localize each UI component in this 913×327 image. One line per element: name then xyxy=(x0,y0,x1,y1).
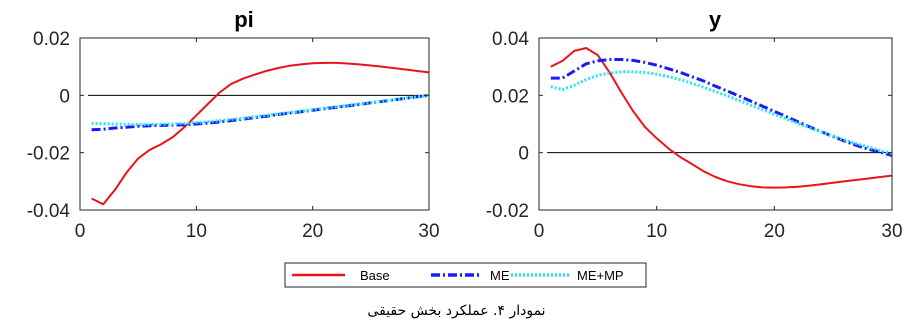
plot-frame xyxy=(79,37,430,211)
x-tick-label: 10 xyxy=(186,221,207,242)
y-tick-label: 0.02 xyxy=(33,29,70,50)
line-series-group xyxy=(547,47,893,189)
chart-title: y xyxy=(709,7,722,32)
y-tick-label: -0.02 xyxy=(27,144,70,165)
x-tick-label: 20 xyxy=(302,221,323,242)
x-tick-label: 20 xyxy=(764,221,785,242)
legend-label-base: Base xyxy=(360,268,390,283)
y-tick-label: -0.04 xyxy=(27,201,71,222)
chart-title: pi xyxy=(234,7,254,32)
series-line-me-mp xyxy=(91,93,430,127)
series-line-base xyxy=(550,47,893,189)
series-line-base xyxy=(91,61,430,206)
legend-label-me-mp: ME+MP xyxy=(577,268,624,283)
y-tick-label: 0 xyxy=(518,144,529,165)
x-tick-label: 0 xyxy=(534,221,545,242)
y-tick-label: -0.02 xyxy=(486,201,529,222)
panel-pi: pi 0 10 20 30 -0.04 -0.02 0 0.02 xyxy=(27,7,440,242)
line-series-group xyxy=(88,61,430,206)
legend: Base ME ME+MP xyxy=(284,262,647,288)
plot-frame xyxy=(538,37,893,211)
x-tick-label: 30 xyxy=(881,221,902,242)
x-tick-label: 0 xyxy=(75,221,86,242)
x-tick-label: 10 xyxy=(646,221,667,242)
figure-caption: نمودار ۴. عملکرد بخش حقیقی xyxy=(367,303,546,319)
y-tick-label: 0.04 xyxy=(492,29,529,50)
legend-label-me: ME xyxy=(490,268,510,283)
series-line-me xyxy=(550,58,893,157)
series-line-me-mp xyxy=(550,70,893,155)
x-tick-label: 30 xyxy=(418,221,439,242)
y-tick-label: 0.02 xyxy=(492,86,529,107)
y-tick-label: 0 xyxy=(59,86,70,107)
axis-ticks: 0 10 20 30 -0.04 -0.02 0 0.02 xyxy=(27,29,440,242)
